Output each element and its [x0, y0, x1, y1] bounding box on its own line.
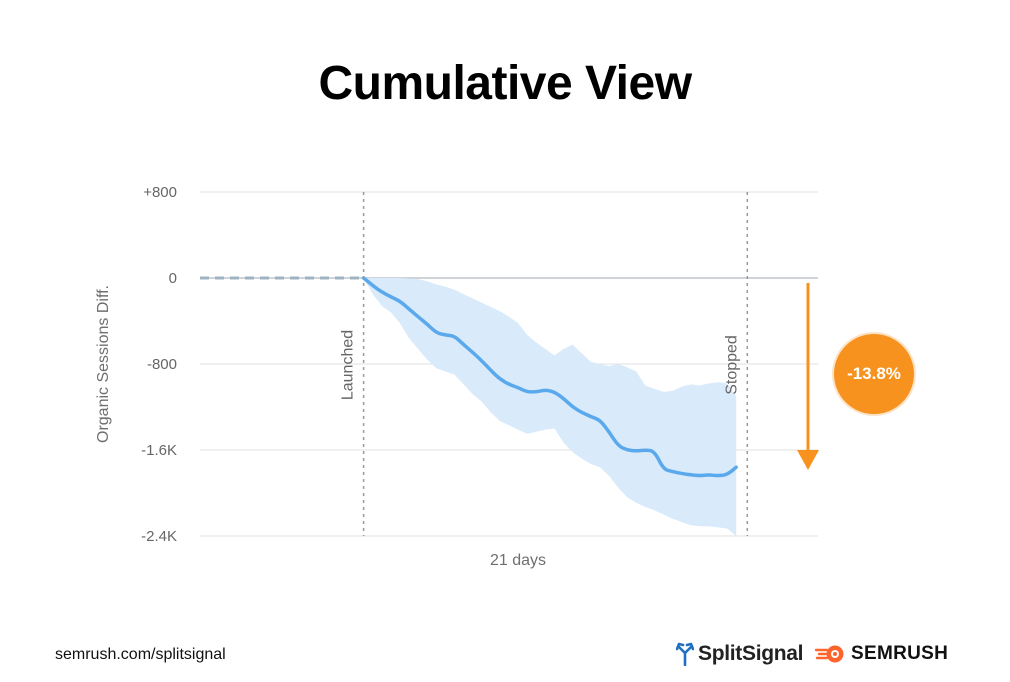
y-tick-label: 0 [169, 270, 177, 287]
series-line [200, 276, 738, 478]
launched-label: Launched [340, 330, 357, 400]
event-markers: Launched Stopped [340, 192, 749, 536]
confidence-band [363, 278, 737, 536]
y-tick-label: -2.4K [141, 528, 177, 545]
stopped-label: Stopped [723, 335, 740, 395]
splitsignal-wordmark: SplitSignal [698, 642, 804, 665]
confidence-band-area [363, 278, 737, 536]
y-tick-label: +800 [143, 184, 177, 201]
semrush-wordmark: SEMRUSH [851, 643, 949, 664]
change-badge: -13.8% [834, 334, 914, 414]
page-title: Cumulative View [318, 57, 692, 110]
y-axis-ticks: +800 0 -800 -1.6K -2.4K [141, 184, 177, 545]
y-tick-label: -800 [147, 356, 177, 373]
x-axis-label: 21 days [490, 552, 546, 569]
down-arrow-icon [797, 283, 819, 470]
y-axis-label: Organic Sessions Diff. [95, 285, 112, 443]
splitsignal-logo: SplitSignal [676, 640, 804, 668]
footer-url[interactable]: semrush.com/splitsignal [55, 646, 226, 663]
split-arrow-logo-icon [676, 642, 694, 666]
semrush-fireball-logo-icon [815, 645, 844, 663]
semrush-logo: SEMRUSH [815, 640, 948, 668]
y-tick-label: -1.6K [141, 442, 177, 459]
series-line-path [361, 276, 738, 478]
